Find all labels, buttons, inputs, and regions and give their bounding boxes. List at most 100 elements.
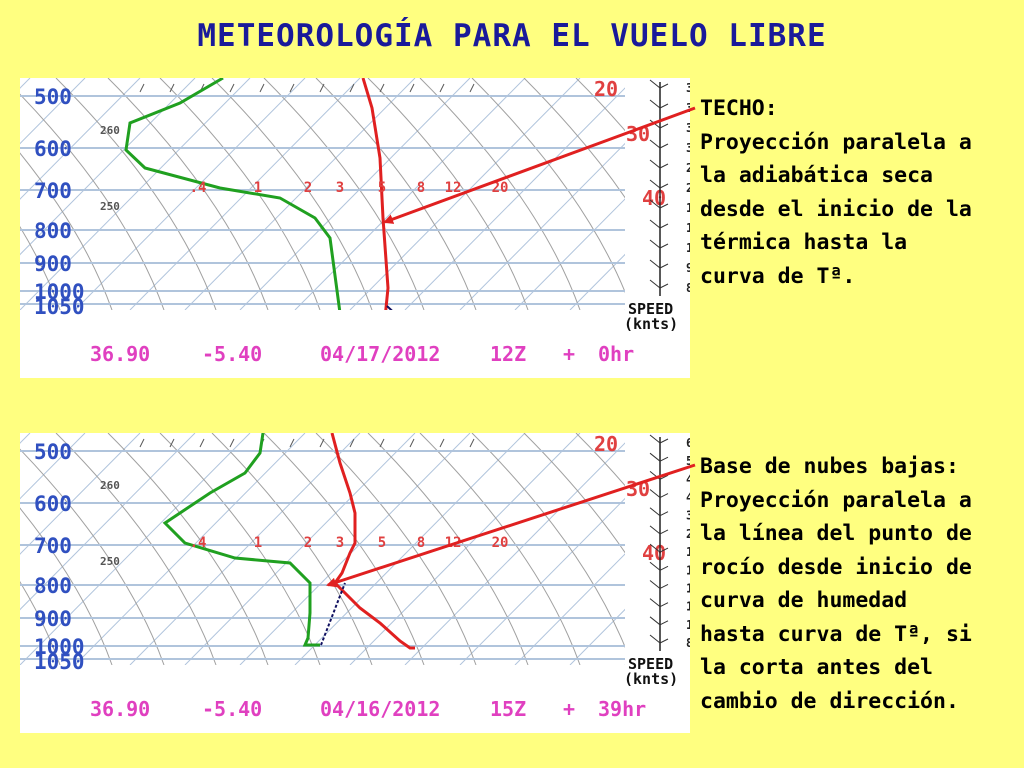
speed-unit-label: (knts) [624,670,678,688]
mixing-ratio-label: 20 [492,535,509,551]
footer-forecast: 0hr [598,342,634,366]
dry-adiabat-line [20,507,113,665]
caption-line: cambio de dirección. [700,688,959,714]
wind-barb [659,103,669,109]
wind-speed-label: 17 [686,201,690,215]
top-tick [139,438,145,448]
mixing-ratio-label: 5 [378,180,386,196]
isotherm-line [239,433,471,665]
wind-barb [649,119,661,129]
caption-line: la corta antes del [700,655,933,680]
caption-line: la adiabática seca [700,163,933,188]
footer-lat: 36.90 [90,697,150,721]
isotherm-line [20,78,196,256]
theta-label: 260 [100,124,120,137]
mixing-ratio-label: 3 [336,180,344,196]
isotherm-line [20,433,86,500]
caption-line: TECHO: [700,96,778,121]
dry-adiabat-line [107,78,269,310]
top-tick [199,438,205,448]
isotherm-line [514,198,625,310]
mixing-ratio-label: 12 [445,535,462,551]
caption-line: térmica hasta la [700,230,908,255]
wind-speed-label: 47 [686,472,690,486]
top-tick [379,438,385,448]
dry-adiabat-line [55,78,217,310]
wind-speed-label: 26 [686,161,690,175]
top-tick [349,83,355,93]
top-tick [349,438,355,448]
top-tick [319,83,325,93]
wind-barb [649,139,661,149]
mixing-ratio-label: 1 [254,535,262,551]
footer-lon: -5.40 [202,342,262,366]
top-tick [289,438,295,448]
isotherm-line [20,433,251,665]
page-title: METEOROLOGÍA PARA EL VUELO LIBRE [197,18,827,54]
wind-speed-label: 30 [686,141,690,155]
isotherm-label: 20 [594,433,618,456]
dry-adiabat-line [575,433,625,487]
wind-barb [649,489,661,498]
wind-barb [649,598,661,608]
wind-speed-label: 8 [686,636,690,650]
pressure-label: 500 [34,440,72,464]
footer-run: 12Z [490,342,526,366]
wind-barb [659,123,669,129]
dry-adiabat-line [20,448,165,665]
isotherm-label: 30 [626,122,650,146]
pressure-label: 1000 [34,635,85,659]
dry-adiabat-line [20,581,61,665]
mixing-ratio-label: 20 [492,180,509,196]
footer-lat: 36.90 [90,342,150,366]
dry-adiabat-line [263,78,425,310]
wind-barb [659,143,669,149]
wind-speed-label: 16 [686,563,690,577]
top-tick [409,83,415,93]
wind-barb [649,434,661,444]
dry-adiabat-line [211,78,373,310]
wind-barb [659,565,669,571]
isotherm-line [20,78,251,310]
wind-barb [659,263,669,269]
mixing-ratio-label: 2 [304,535,312,551]
speed-label: SPEED [628,655,673,673]
sounding-chart-1: 500 600 700 800 900 1000 1050.4 1 2 3 5 8 12 20 20 30 40… [20,78,690,378]
mixing-ratio-label: .4 [190,535,207,551]
top-tick [289,83,295,93]
theta-label: 260 [100,479,120,492]
caption-line: curva de Tª. [700,263,856,289]
caption-line: curva de humedad [700,588,908,613]
pressure-label: 600 [34,137,72,161]
caption-line: la línea del punto de [700,521,972,546]
caption-line: hasta curva de Tª, si [700,621,972,647]
mixing-ratio-label: 5 [378,535,386,551]
wind-barb [649,99,661,109]
isotherm-line [74,78,306,310]
wind-barb [659,163,669,169]
wind-speed-label: 34 [686,509,690,523]
wind-speed-label: 35 [686,101,690,115]
wind-barb [659,223,669,229]
wind-barb [659,584,669,589]
top-tick [169,83,175,93]
footer-forecast: 39hr [598,697,646,721]
wind-barb [649,259,661,269]
pressure-label: 1000 [34,280,85,304]
isotherm-line [20,78,141,200]
isotherm-line [20,433,141,555]
dry-adiabat-line [20,226,61,310]
dewpoint-curve [124,78,342,310]
pressure-label: 800 [34,574,72,598]
wind-barb [649,452,661,462]
projection-line [320,582,346,646]
top-tick [259,83,265,93]
top-tick [469,83,475,93]
wind-speed-label: 40 [686,491,690,505]
wind-barb [659,529,669,535]
wind-speed-label: 65 [686,436,690,450]
pressure-label: 700 [34,179,72,203]
pressure-label: 800 [34,219,72,243]
